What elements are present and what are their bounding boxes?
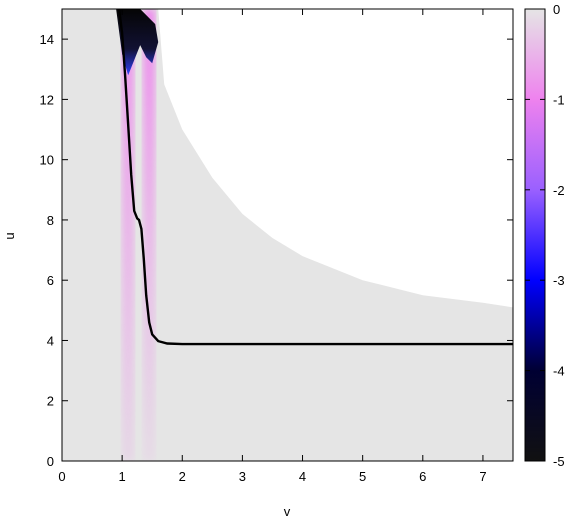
y-tick-label: 0 bbox=[47, 454, 54, 469]
pink-band bbox=[143, 9, 156, 461]
series-line bbox=[117, 9, 513, 346]
plot-area bbox=[62, 9, 513, 461]
colorbar-ticks: 0 -1 -2 -3 -4 -5 bbox=[525, 2, 565, 469]
x-axis: 0 1 2 3 4 5 6 7 bbox=[58, 9, 487, 484]
plot-frame bbox=[61, 8, 514, 462]
colorbar-tick-label: -4 bbox=[553, 364, 565, 379]
x-tick-label: 3 bbox=[239, 469, 246, 484]
x-tick-label: 2 bbox=[179, 469, 186, 484]
colorbar-tick-label: -5 bbox=[553, 454, 565, 469]
x-tick-label: 0 bbox=[58, 469, 65, 484]
y-tick-label: 14 bbox=[40, 32, 54, 47]
domain-region bbox=[62, 9, 513, 461]
x-tick-label: 4 bbox=[299, 469, 306, 484]
colorbar-tick-label: -3 bbox=[553, 273, 565, 288]
colorbar-gradient bbox=[525, 9, 545, 461]
x-axis-label: v bbox=[284, 504, 291, 519]
x-tick-label: 5 bbox=[359, 469, 366, 484]
x-tick-label: 7 bbox=[479, 469, 486, 484]
y-axis: 0 2 4 6 8 10 12 14 bbox=[40, 32, 513, 469]
y-tick-label: 6 bbox=[47, 273, 54, 288]
pink-bands bbox=[122, 9, 156, 461]
colorbar-tick-label: 0 bbox=[553, 2, 560, 17]
colorbar: 0 -1 -2 -3 -4 -5 bbox=[524, 2, 565, 469]
x-tick-label: 1 bbox=[119, 469, 126, 484]
y-tick-label: 4 bbox=[47, 333, 54, 348]
colorbar-tick-label: -2 bbox=[553, 183, 565, 198]
y-axis-label: u bbox=[2, 232, 17, 239]
dark-region bbox=[116, 9, 159, 76]
x-tick-label: 6 bbox=[419, 469, 426, 484]
y-tick-label: 8 bbox=[47, 213, 54, 228]
colorbar-tick-label: -1 bbox=[553, 92, 565, 107]
y-tick-label: 10 bbox=[40, 153, 54, 168]
colorbar-frame bbox=[524, 8, 546, 462]
y-tick-label: 12 bbox=[40, 92, 54, 107]
pink-band bbox=[122, 9, 135, 461]
y-tick-label: 2 bbox=[47, 394, 54, 409]
